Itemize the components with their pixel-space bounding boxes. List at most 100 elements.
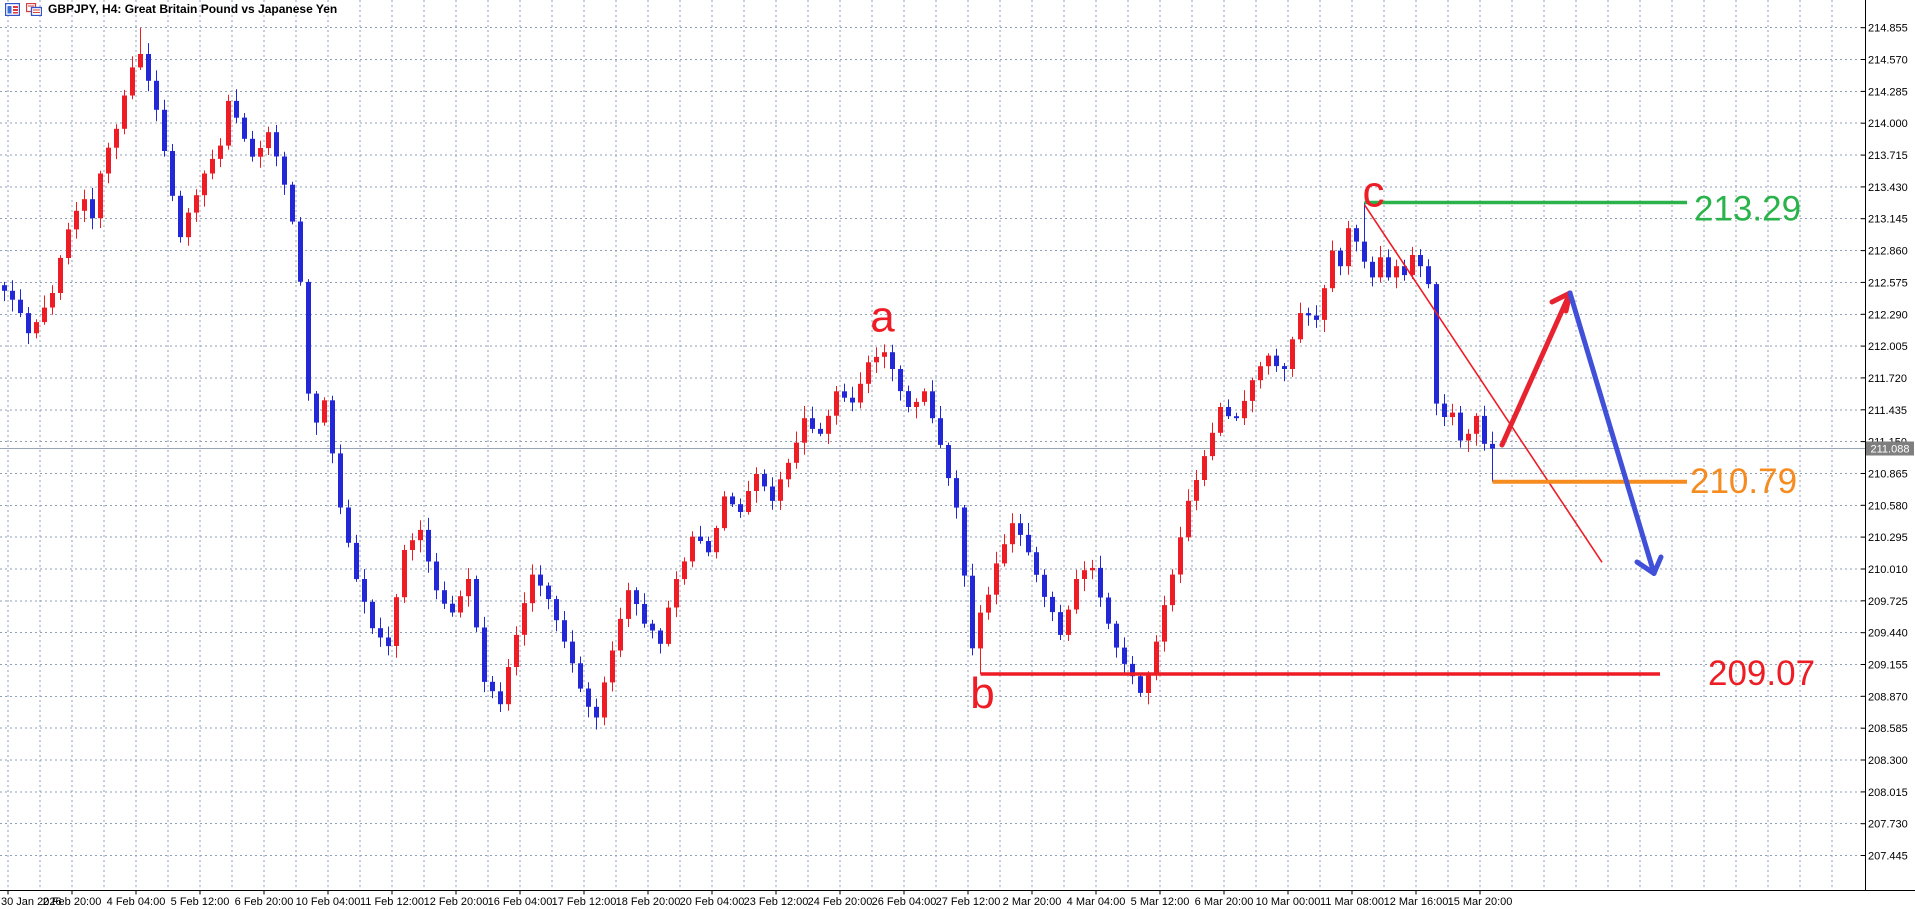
bull-candle-body — [402, 550, 407, 598]
time-tick-label: 10 Feb 04:00 — [296, 896, 361, 908]
bear-candle-body — [570, 641, 575, 664]
chart-title: GBPJPY, H4: Great Britain Pound vs Japan… — [48, 2, 338, 16]
bear-candle-body — [842, 391, 847, 398]
chart-properties-icon[interactable] — [5, 2, 20, 16]
bear-candle-body — [898, 369, 903, 392]
bear-candle-body — [546, 585, 551, 600]
bear-candle-body — [250, 138, 255, 157]
bull-candle-body — [866, 362, 871, 384]
bull-candle-body — [1154, 641, 1159, 676]
time-tick-label: 6 Mar 20:00 — [1195, 896, 1254, 908]
bull-candle-body — [202, 173, 207, 196]
bear-candle-body — [2, 285, 7, 291]
bull-candle-body — [746, 491, 751, 512]
bull-candle-body — [1250, 380, 1255, 401]
bear-candle-body — [170, 151, 175, 196]
time-tick-label: 10 Mar 00:00 — [1256, 896, 1321, 908]
bull-candle-body — [1194, 480, 1199, 501]
current-price-tag — [1866, 441, 1914, 456]
bull-candle-body — [1298, 313, 1303, 340]
wave-letter-c[interactable]: c — [1363, 168, 1385, 217]
wave-letter-b[interactable]: b — [970, 669, 994, 718]
bull-candle-body — [410, 540, 415, 550]
bull-candle-body — [194, 195, 199, 213]
bull-candle-body — [1474, 415, 1479, 434]
bull-candle-body — [1162, 605, 1167, 642]
bear-candle-body — [370, 601, 375, 629]
bear-candle-body — [386, 637, 391, 647]
bear-candle-body — [290, 184, 295, 222]
bear-candle-body — [1058, 612, 1063, 635]
price-tick-label: 210.580 — [1868, 500, 1908, 512]
bull-candle-body — [1450, 412, 1455, 418]
bear-candle-body — [378, 628, 383, 638]
price-tick-label: 212.575 — [1868, 277, 1908, 289]
bear-candle-body — [1434, 284, 1439, 404]
time-tick-label: 18 Feb 20:00 — [616, 896, 681, 908]
time-tick-label: 27 Feb 12:00 — [936, 896, 1001, 908]
bear-candle-body — [1138, 676, 1143, 693]
wave-letter-a[interactable]: a — [870, 292, 895, 341]
bear-candle-body — [642, 604, 647, 624]
price-tick-label: 212.290 — [1868, 309, 1908, 321]
bear-candle-body — [338, 453, 343, 508]
bull-candle-body — [1218, 407, 1223, 433]
level-label-pullback[interactable]: 210.79 — [1690, 462, 1797, 501]
bull-candle-body — [1330, 250, 1335, 289]
bull-candle-body — [258, 148, 263, 157]
bull-candle-body — [98, 173, 103, 219]
bear-candle-body — [1026, 534, 1031, 553]
time-tick-label: 11 Feb 12:00 — [360, 896, 424, 908]
bull-candle-body — [1170, 574, 1175, 606]
bull-candle-body — [1346, 228, 1351, 267]
bull-candle-body — [1410, 255, 1415, 276]
time-tick-label: 12 Feb 20:00 — [424, 896, 489, 908]
bear-candle-body — [1106, 597, 1111, 624]
bear-candle-body — [1018, 523, 1023, 535]
bear-candle-body — [1314, 315, 1319, 320]
trendline-from-c[interactable] — [1363, 204, 1603, 563]
bear-candle-body — [906, 391, 911, 407]
bull-candle-body — [714, 528, 719, 553]
bear-candle-body — [450, 603, 455, 613]
current-price-value: 211.088 — [1871, 444, 1910, 456]
level-label-b-low[interactable]: 209.07 — [1708, 654, 1815, 693]
bear-candle-body — [594, 706, 599, 718]
time-tick-label: 23 Feb 12:00 — [744, 896, 809, 908]
bull-candle-body — [618, 618, 623, 651]
bear-candle-body — [146, 54, 151, 81]
bear-candle-body — [810, 418, 815, 429]
bull-candle-body — [1466, 433, 1471, 441]
bull-candle-body — [66, 229, 71, 258]
level-label-c-high[interactable]: 213.29 — [1694, 190, 1801, 229]
bull-candle-body — [914, 401, 919, 407]
bear-candle-body — [1114, 623, 1119, 648]
bear-candle-body — [426, 529, 431, 562]
bear-candle-body — [434, 561, 439, 591]
bull-candle-body — [218, 145, 223, 159]
bear-candle-body — [442, 590, 447, 604]
time-tick-label: 6 Feb 20:00 — [235, 896, 294, 908]
time-tick-label: 4 Feb 04:00 — [107, 896, 166, 908]
bear-candle-body — [1234, 416, 1239, 419]
time-tick-label: 11 Mar 08:00 — [1320, 896, 1384, 908]
bull-candle-body — [266, 132, 271, 149]
bull-candle-body — [1002, 544, 1007, 564]
bull-candle-body — [986, 594, 991, 613]
bull-candle-body — [858, 383, 863, 403]
bull-candle-body — [186, 212, 191, 238]
down-forecast-arrow[interactable] — [1567, 290, 1664, 576]
bear-candle-body — [970, 575, 975, 649]
bear-candle-body — [946, 445, 951, 479]
price-tick-label: 208.585 — [1868, 723, 1908, 735]
chart-windows-icon[interactable] — [26, 2, 42, 16]
bull-candle-body — [106, 147, 111, 174]
price-tick-label: 214.000 — [1868, 118, 1908, 130]
bear-candle-body — [1490, 443, 1495, 449]
bear-candle-body — [938, 418, 943, 445]
bear-candle-body — [1226, 407, 1231, 417]
up-forecast-arrow-shaft — [1499, 290, 1573, 448]
bull-candle-body — [122, 95, 127, 129]
bull-candle-body — [50, 293, 55, 308]
